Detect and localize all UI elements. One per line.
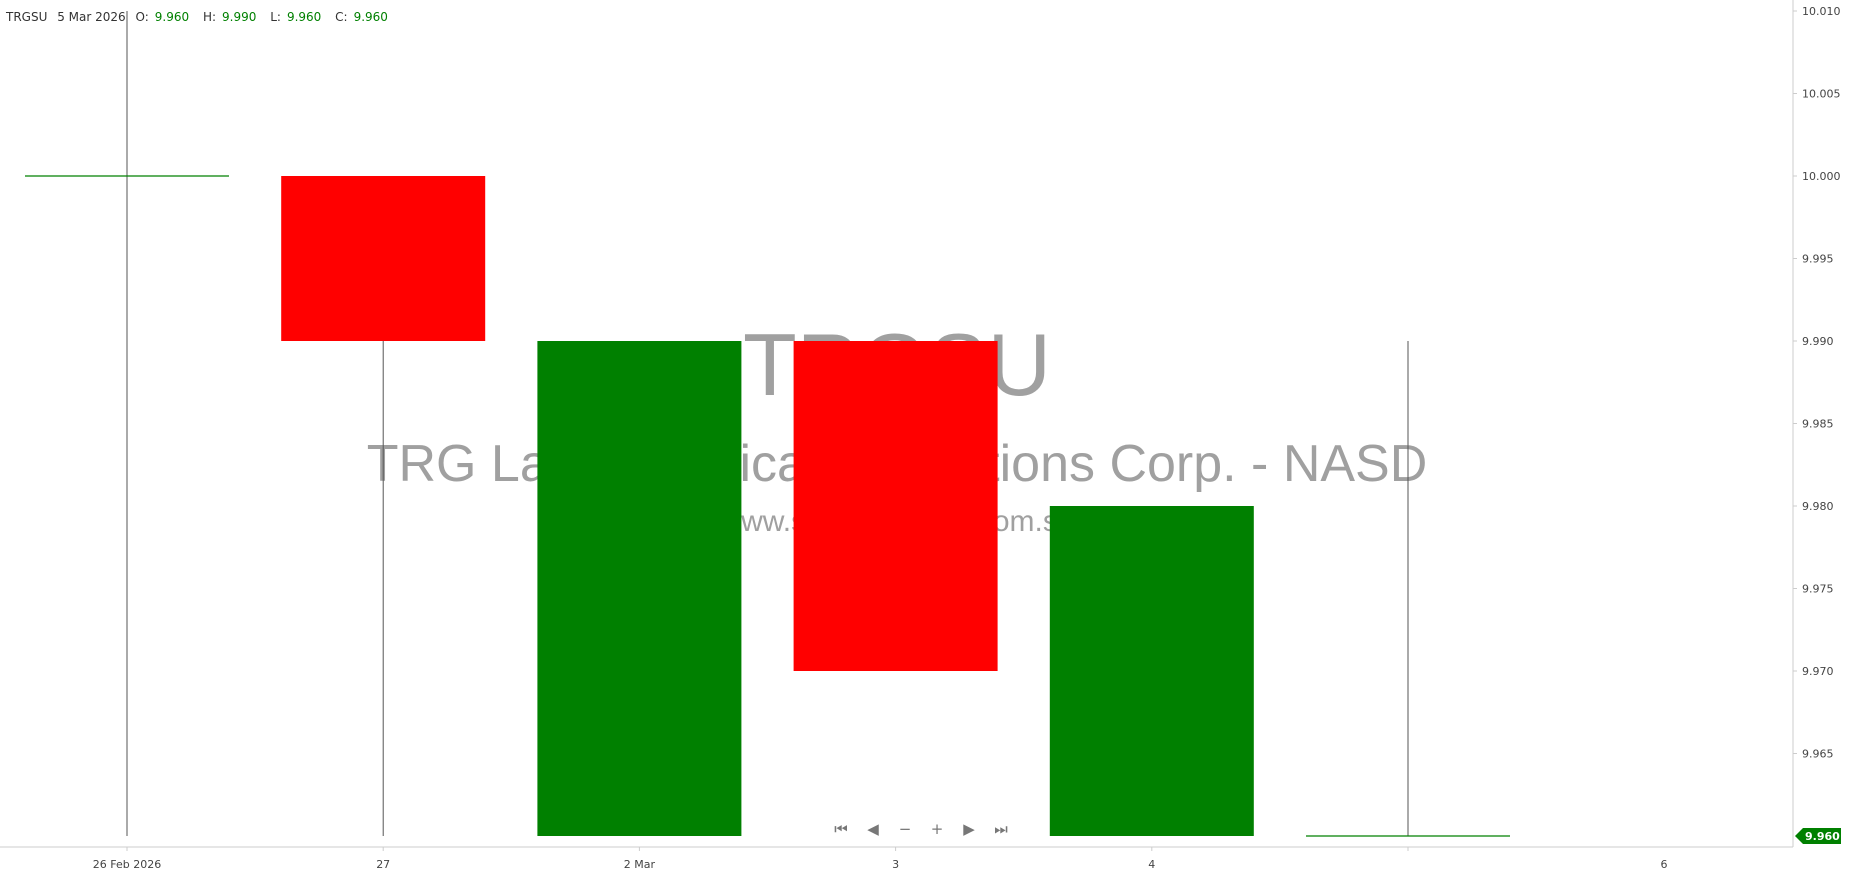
x-tick-label: 27 bbox=[376, 858, 390, 871]
last-price-label: 9.960 bbox=[1805, 830, 1840, 843]
legend-low: 9.960 bbox=[286, 10, 322, 24]
zoom-out-icon[interactable]: − bbox=[898, 820, 912, 838]
legend-symbol: TRGSU bbox=[6, 10, 48, 24]
legend-l-label: L: bbox=[270, 10, 281, 24]
y-tick-label: 10.000 bbox=[1802, 170, 1841, 183]
scroll-right-icon[interactable]: ▶ bbox=[963, 820, 975, 838]
y-tick-label: 10.005 bbox=[1802, 88, 1841, 101]
x-tick-label: 6 bbox=[1661, 858, 1668, 871]
scroll-left-icon[interactable]: ◀ bbox=[867, 820, 879, 838]
y-tick-label: 10.010 bbox=[1802, 5, 1841, 18]
legend-o-label: O: bbox=[135, 10, 149, 24]
legend-close: 9.960 bbox=[353, 10, 388, 24]
y-tick-label: 9.985 bbox=[1802, 418, 1834, 431]
go-end-icon[interactable]: ⏭ bbox=[994, 820, 1008, 838]
x-tick-label: 2 Mar bbox=[624, 858, 656, 871]
x-tick-label: 4 bbox=[1148, 858, 1155, 871]
candle-body bbox=[1049, 506, 1254, 836]
x-tick-label: 3 bbox=[892, 858, 899, 871]
candle-body bbox=[793, 341, 998, 671]
y-tick-label: 9.975 bbox=[1802, 583, 1834, 596]
last-price-tag bbox=[1795, 828, 1841, 844]
zoom-in-icon[interactable]: + bbox=[930, 820, 944, 838]
y-tick-label: 9.980 bbox=[1802, 500, 1834, 513]
y-tick-label: 9.990 bbox=[1802, 335, 1834, 348]
legend-open: 9.960 bbox=[154, 10, 190, 24]
legend-date: 5 Mar 2026 bbox=[57, 10, 126, 24]
candle-body bbox=[281, 176, 486, 341]
ohlc-legend: TRGSU 5 Mar 2026 O: 9.960 H: 9.990 L: 9.960… bbox=[6, 10, 398, 24]
x-tick-label: 26 Feb 2026 bbox=[93, 858, 161, 871]
y-tick-label: 9.970 bbox=[1802, 665, 1834, 678]
chart-navigation: ⏮ ◀ − + ▶ ⏭ bbox=[832, 819, 1010, 839]
y-tick-label: 9.995 bbox=[1802, 253, 1834, 266]
y-tick-label: 9.965 bbox=[1802, 748, 1834, 761]
candle-body bbox=[537, 341, 742, 836]
legend-high: 9.990 bbox=[222, 10, 257, 24]
go-start-icon[interactable]: ⏮ bbox=[834, 820, 848, 838]
legend-h-label: H: bbox=[202, 10, 217, 24]
legend-c-label: C: bbox=[335, 10, 348, 24]
